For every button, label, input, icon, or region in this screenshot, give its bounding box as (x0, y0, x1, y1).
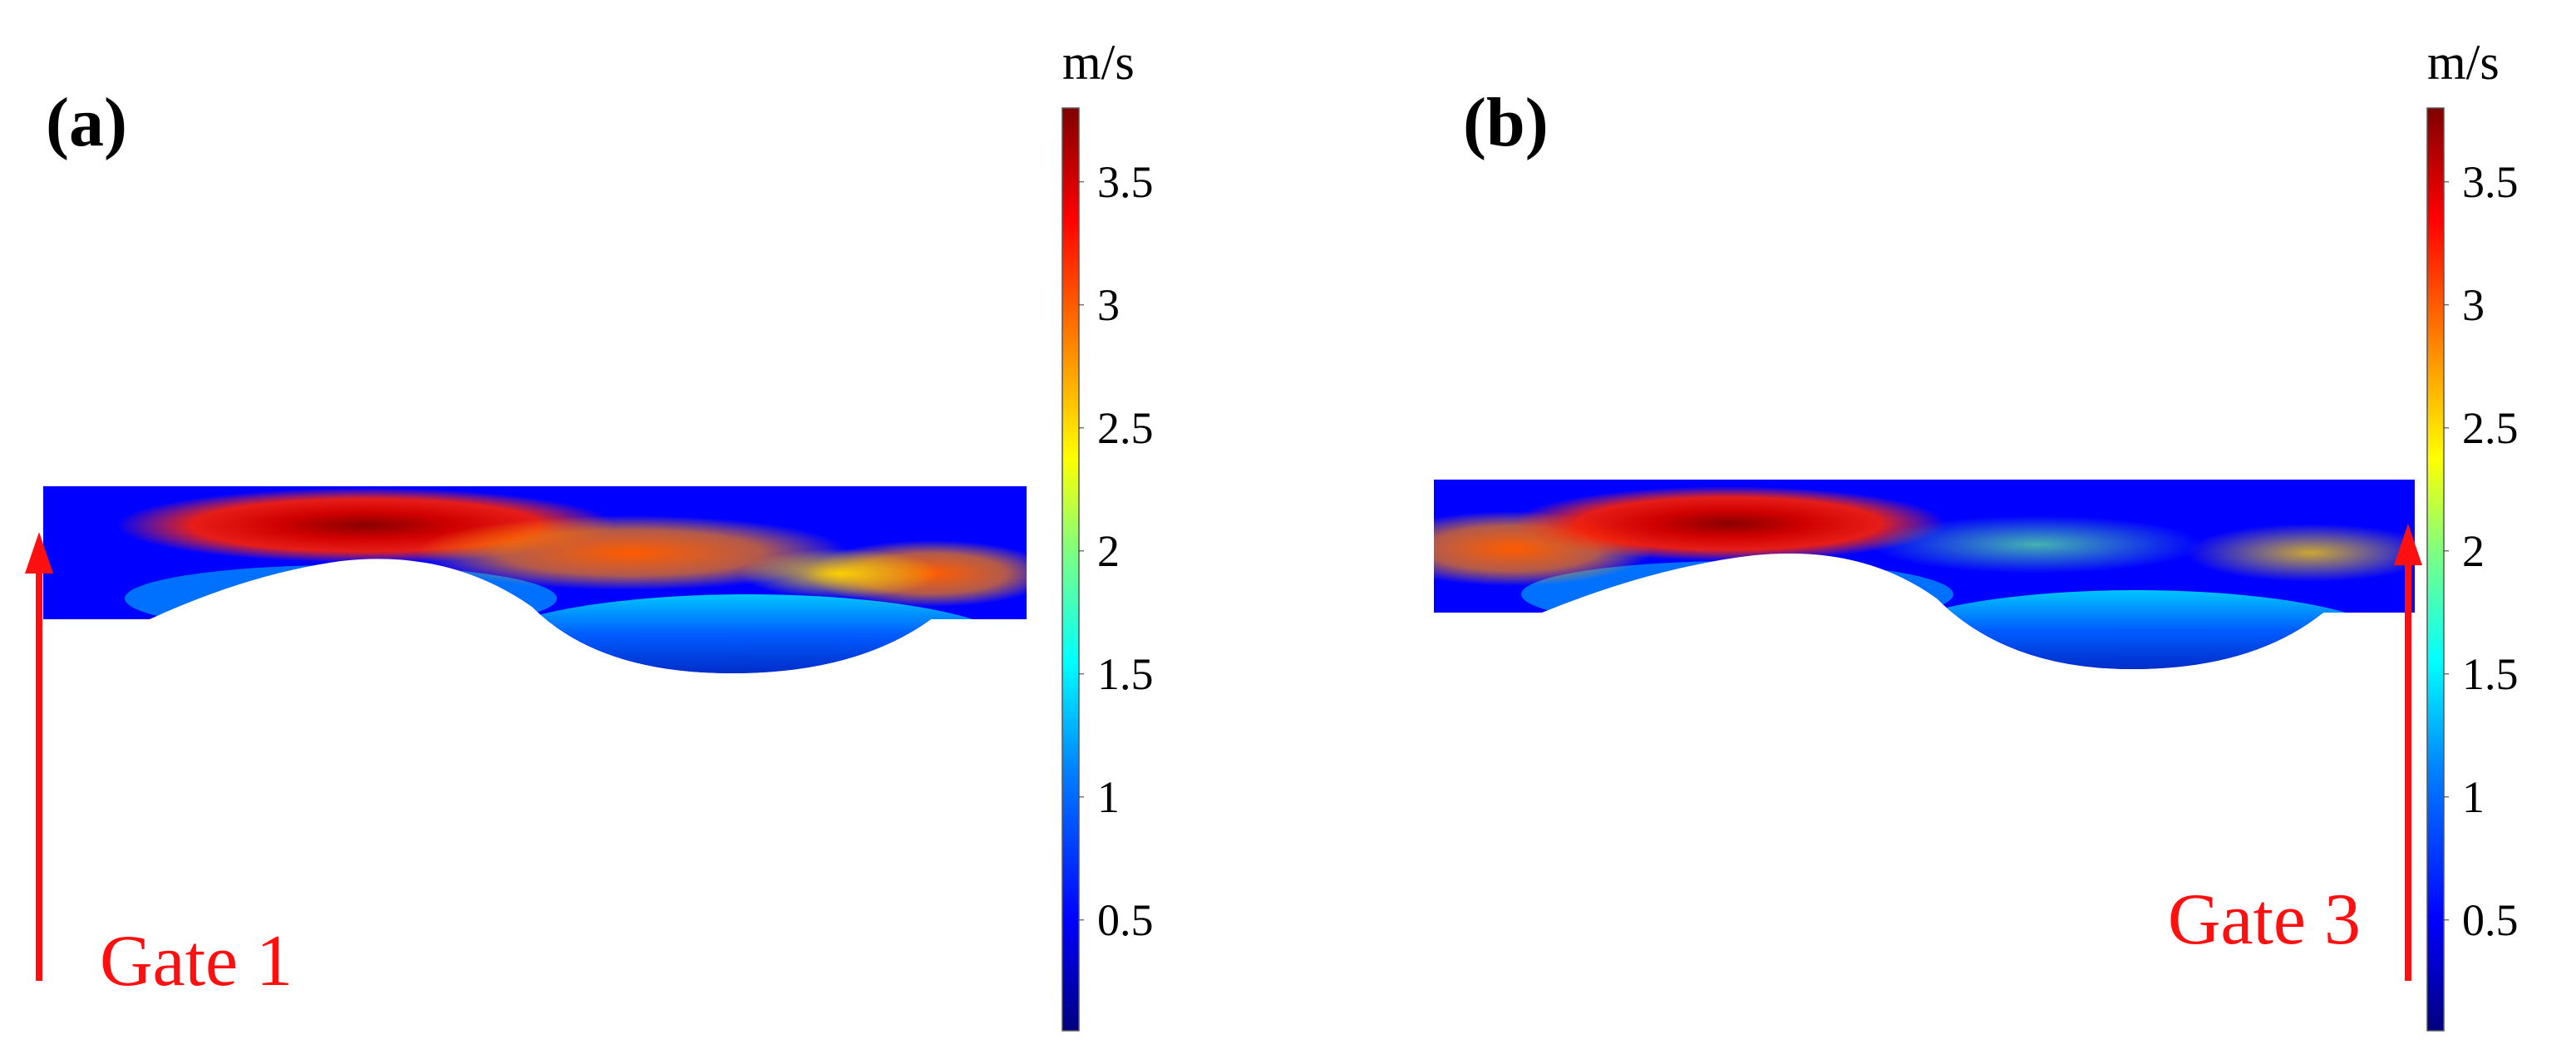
colorbar-b-tick-label: 0.5 (2462, 895, 2519, 945)
colorbar-a-tick-label: 2.5 (1097, 403, 1154, 453)
colorbar-b-tick-label: 1 (2462, 772, 2485, 822)
colorbar-b-tick-label: 3 (2462, 280, 2485, 330)
colorbar-a-tick-label: 2 (1097, 526, 1120, 576)
panel-a-velocity-field (43, 486, 1027, 673)
panel-b-velocity-field (1434, 480, 2415, 669)
colorbar-a-tick-label: 1 (1097, 772, 1120, 822)
panel-a-label: (a) (46, 84, 127, 161)
colorbar-b (2426, 107, 2445, 1032)
gate-3-label: Gate 3 (2168, 879, 2361, 960)
colorbar-b-tick-label: 1.5 (2462, 649, 2519, 699)
gate-1-label: Gate 1 (100, 921, 293, 1002)
gate-1-arrow (25, 532, 53, 981)
colorbar-a-tick-label: 3.5 (1097, 157, 1154, 207)
colorbar-a (1061, 107, 1080, 1032)
colorbar-a-tick-label: 1.5 (1097, 649, 1154, 699)
colorbar-b-unit: m/s (2427, 35, 2500, 90)
colorbar-b-tick-label: 2.5 (2462, 403, 2519, 453)
gate-3-arrow (2394, 524, 2422, 981)
colorbar-a-tick-label: 3 (1097, 280, 1120, 330)
panel-a: (a) m/s 3.5 3 2.5 2 1.5 1 0.5 Gate 1 (25, 35, 1154, 1032)
colorbar-b-ticks: 3.5 3 2.5 2 1.5 1 0.5 (2444, 157, 2519, 945)
colorbar-a-ticks: 3.5 3 2.5 2 1.5 1 0.5 (1079, 157, 1154, 945)
panel-b: (b) m/s 3.5 3 2.5 2 1.5 1 0.5 Gate 3 (1434, 35, 2519, 1032)
colorbar-a-unit: m/s (1062, 35, 1135, 90)
colorbar-b-tick-label: 3.5 (2462, 157, 2519, 207)
colorbar-a-tick-label: 0.5 (1097, 895, 1154, 945)
panel-b-label: (b) (1463, 84, 1549, 161)
colorbar-b-tick-label: 2 (2462, 526, 2485, 576)
